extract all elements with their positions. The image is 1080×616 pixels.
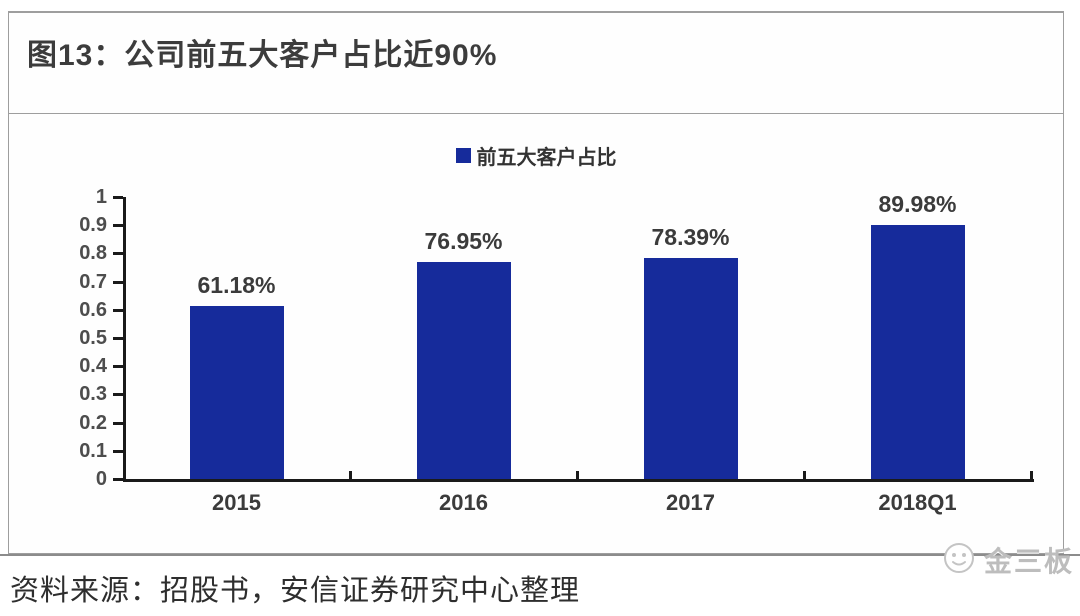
y-axis-line [123,197,126,482]
y-axis-tick-label: 0.8 [79,242,107,265]
y-axis-tick [113,337,123,340]
figure-frame: 图13：公司前五大客户占比近90% 前五大客户占比 0 0.1 0.2 0.3 0.4 0… [8,11,1064,554]
x-axis-line [123,479,1034,482]
y-axis-tick-label: 0.5 [79,327,107,349]
source-note: 资料来源：招股书，安信证券研究中心整理 [10,575,581,607]
footer-divider [0,554,1080,556]
bar-2016 [416,262,511,479]
y-axis-tick-label: 0.1 [79,439,107,462]
y-axis-tick [113,393,123,397]
watermark-logo-icon [942,541,976,580]
figure-title-bar: 图13：公司前五大客户占比近90% [9,13,1063,114]
y-axis-tick-label: 0.4 [79,355,107,378]
y-axis-tick [113,308,123,312]
bar-2015 [189,306,284,479]
x-axis-tick [1030,471,1033,479]
y-axis-tick [113,252,123,256]
bar-value-label: 78.39% [651,223,730,250]
plot-area: 0 0.1 0.2 0.3 0.4 0.5 0.6 0.7 0.8 0.9 1 61.18% 2015 7… [9,114,1063,555]
y-axis-tick [113,421,123,425]
bar-2017 [643,257,738,479]
y-axis-tick-label: 1 [95,186,107,208]
x-axis-tick [349,471,352,479]
bar-2018Q1 [870,225,965,479]
watermark-text: 金三板 [983,546,1074,577]
y-axis-tick [113,449,123,453]
y-axis-tick [113,365,123,369]
y-axis-tick-label: 0.2 [79,411,107,434]
y-axis-tick-label: 0.6 [79,298,107,321]
y-axis-tick [113,478,123,481]
y-axis-tick-label: 0.7 [79,270,107,293]
figure-title: 图13：公司前五大客户占比近90% [27,39,498,72]
legend: 前五大客户占比 [9,141,1063,170]
x-axis-category-label: 2017 [666,490,715,515]
bar-value-label: 61.18% [197,272,276,299]
y-axis-tick-label: 0.3 [79,383,107,406]
legend-swatch [455,148,471,163]
legend-label: 前五大客户占比 [476,147,617,169]
x-axis-category-label: 2016 [439,490,488,515]
bar-value-label: 76.95% [424,228,503,254]
bar-value-label: 89.98% [878,191,957,218]
watermark: 金三板 [942,540,1074,580]
y-axis-tick [113,196,123,199]
y-axis-tick-label: 0.9 [79,214,107,237]
x-axis-tick [576,471,579,479]
chart-panel: 前五大客户占比 0 0.1 0.2 0.3 0.4 0.5 0.6 0.7 0.8 0.9 1 61.… [9,114,1063,555]
x-axis-category-label: 2018Q1 [878,490,957,515]
y-axis-tick [113,224,123,228]
x-axis-category-label: 2015 [212,490,261,515]
y-axis-tick-label: 0 [95,468,107,490]
x-axis-tick [803,471,806,479]
y-axis-tick [113,280,123,284]
